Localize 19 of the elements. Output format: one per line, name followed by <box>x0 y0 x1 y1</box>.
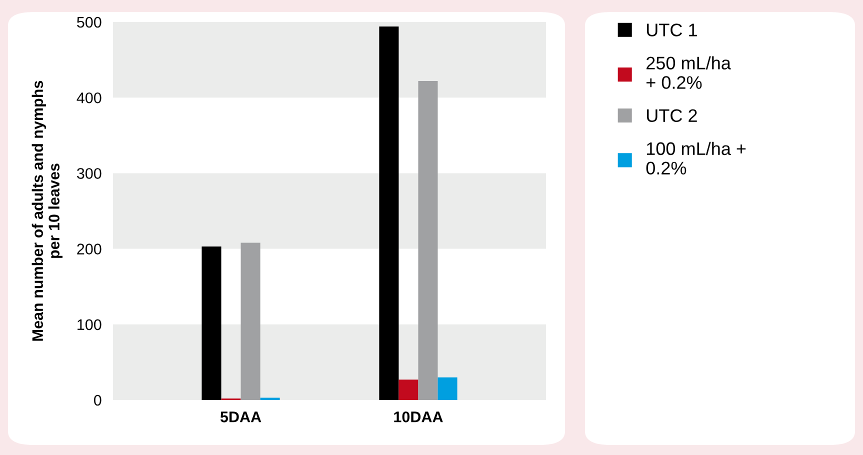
bar <box>438 377 458 400</box>
bar <box>398 380 418 400</box>
legend-label: UTC 2 <box>647 109 697 122</box>
bar <box>418 80 438 400</box>
y-tick-label: 0 <box>94 394 102 406</box>
legend-label: 100 mL/ha + 0.2% <box>646 142 746 175</box>
legend-label: UTC 1 <box>647 24 697 36</box>
y-tick-label: 500 <box>77 16 102 28</box>
y-tick-label: 300 <box>76 168 102 179</box>
y-axis-title: Mean number of adults and nymphs per 10 leaves <box>32 80 63 341</box>
bar <box>202 246 222 400</box>
bar <box>379 26 399 400</box>
bar <box>240 242 260 400</box>
y-tick-label: 100 <box>78 319 102 330</box>
legend-label: 250 mL/ha + 0.2% <box>646 56 731 89</box>
y-tick-label: 200 <box>77 244 102 254</box>
x-tick-label: 5DAA <box>220 412 262 422</box>
x-tick-label: 10DAA <box>394 412 443 422</box>
y-tick-label: 400 <box>76 92 102 104</box>
